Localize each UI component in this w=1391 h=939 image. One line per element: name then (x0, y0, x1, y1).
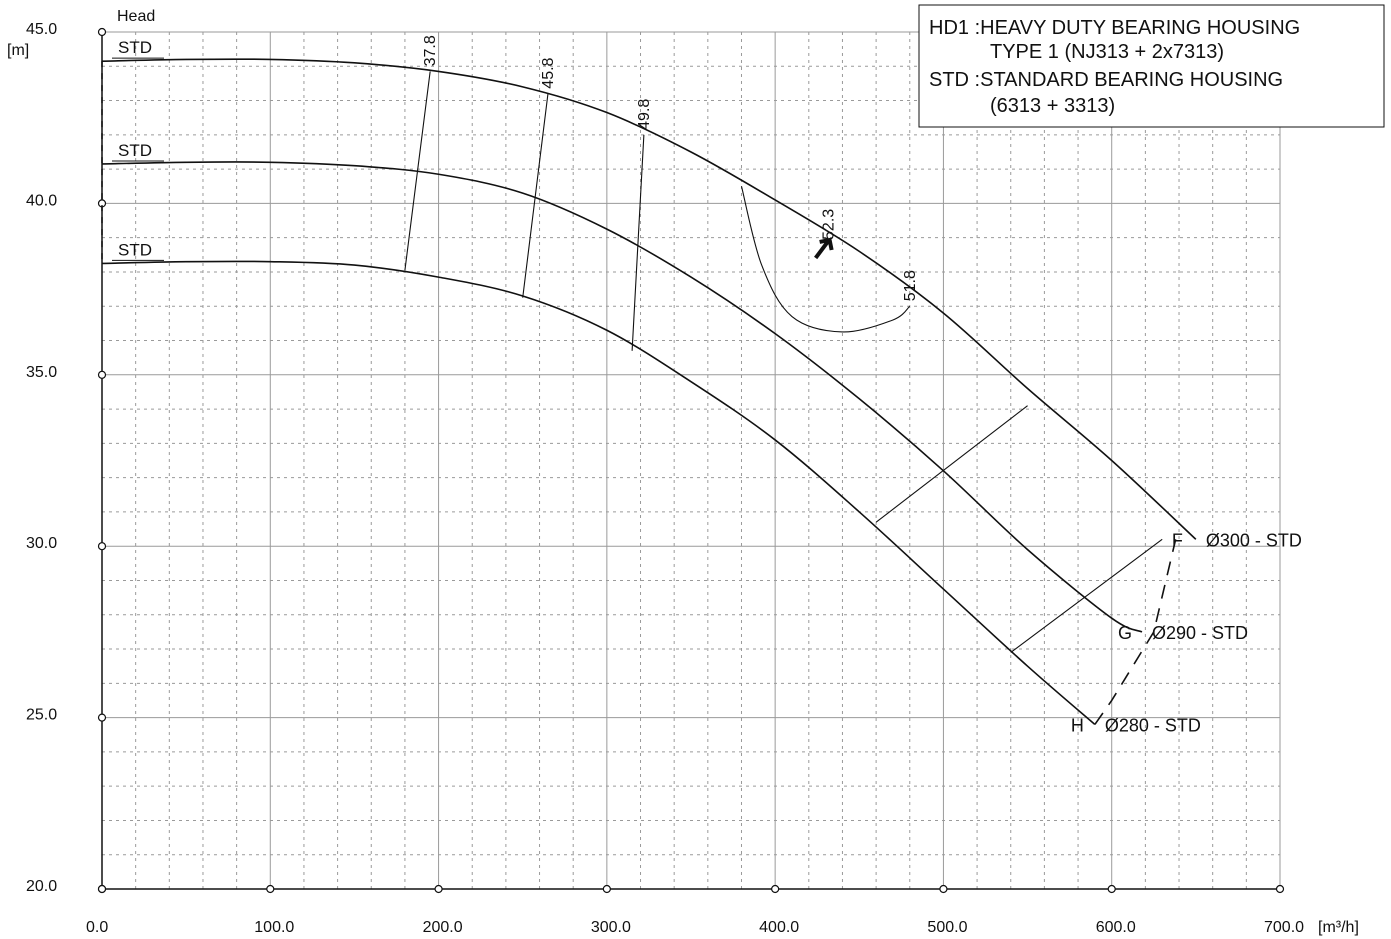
y-tick-label: 45.0 (26, 21, 57, 38)
y-tick-marker (97, 542, 107, 551)
x-tick-label: 700.0 (1264, 919, 1304, 936)
legend-line-2: TYPE 1 (NJ313 + 2x7313) (990, 41, 1224, 63)
curve-letter: G (1118, 623, 1132, 643)
y-tick-label: 20.0 (26, 878, 57, 895)
y-tick-label: 25.0 (26, 707, 57, 724)
y-tick-marker (97, 884, 107, 894)
x-axis-unit: [m³/h] (1318, 919, 1359, 936)
curve-start-label: STD (118, 240, 152, 259)
curve-letter: F (1172, 530, 1183, 550)
best-efficiency-arrow (814, 237, 834, 260)
efficiency-label: 45.8 (540, 57, 557, 88)
efficiency-label: 52.3 (821, 209, 838, 240)
legend-frame (918, 4, 1385, 128)
curve-letter: H (1071, 715, 1084, 735)
y-tick-marker (97, 27, 107, 37)
grid (102, 31, 1281, 889)
head-curve (101, 260, 1096, 726)
y-tick-label: 35.0 (26, 364, 57, 381)
y-tick-marker (97, 370, 107, 379)
head-curve (101, 58, 1197, 540)
curve-name: Ø300 - STD (1206, 530, 1302, 550)
x-tick-label: 600.0 (1096, 919, 1136, 936)
y-axis-title: Head (117, 8, 155, 25)
x-tick-label: 100.0 (254, 919, 294, 936)
x-tick-marker (1107, 884, 1116, 894)
end-of-curve-line (1094, 539, 1177, 725)
efficiency-line (631, 134, 645, 351)
x-tick-marker (771, 884, 780, 894)
y-tick-label: 30.0 (26, 535, 57, 552)
y-tick-marker (97, 713, 107, 722)
x-tick-label: 300.0 (591, 919, 631, 936)
x-tick-label: 400.0 (759, 919, 799, 936)
x-tick-marker (939, 884, 948, 894)
efficiency-line (522, 93, 549, 298)
x-tick-label: 500.0 (927, 919, 967, 936)
curve-labels: STD F Ø300 - STD STD G Ø290 - STD STD H Ø280 - S… (112, 38, 1302, 735)
x-tick-marker (1275, 884, 1285, 894)
y-tick-label: 40.0 (26, 192, 57, 209)
curve-name: Ø280 - STD (1105, 715, 1201, 735)
x-tick-label: 200.0 (423, 919, 463, 936)
x-tick-marker (434, 884, 443, 894)
legend-line-1: HD1 :HEAVY DUTY BEARING HOUSING (929, 17, 1300, 39)
efficiency-label: 49.8 (636, 99, 653, 130)
x-tick-marker (266, 884, 275, 894)
efficiency-label: 37.8 (422, 35, 439, 66)
efficiency-label: 51.8 (902, 270, 919, 301)
efficiency-line (740, 186, 911, 333)
x-tick-marker (602, 884, 611, 894)
y-axis-unit: [m] (7, 42, 29, 59)
performance-curves (101, 58, 1197, 726)
curve-start-label: STD (118, 141, 152, 160)
head-curve (101, 161, 1143, 633)
curve-name: Ø290 - STD (1152, 623, 1248, 643)
efficiency-lines: 37.8 45.8 49.8 51.8 52.3 (404, 35, 1177, 725)
operating-line (875, 405, 1028, 523)
curve-start-label: STD (118, 38, 152, 57)
axes: 0.0 100.0 200.0 300.0 400.0 500.0 600.0 700.0 20… (26, 21, 1304, 936)
x-tick-label: 0.0 (86, 919, 108, 936)
legend-line-3: STD :STANDARD BEARING HOUSING (929, 69, 1283, 91)
legend-box: HD1 :HEAVY DUTY BEARING HOUSING TYPE 1 (… (918, 4, 1385, 128)
legend-line-4: (6313 + 3313) (990, 95, 1115, 117)
operating-line (1010, 538, 1163, 653)
